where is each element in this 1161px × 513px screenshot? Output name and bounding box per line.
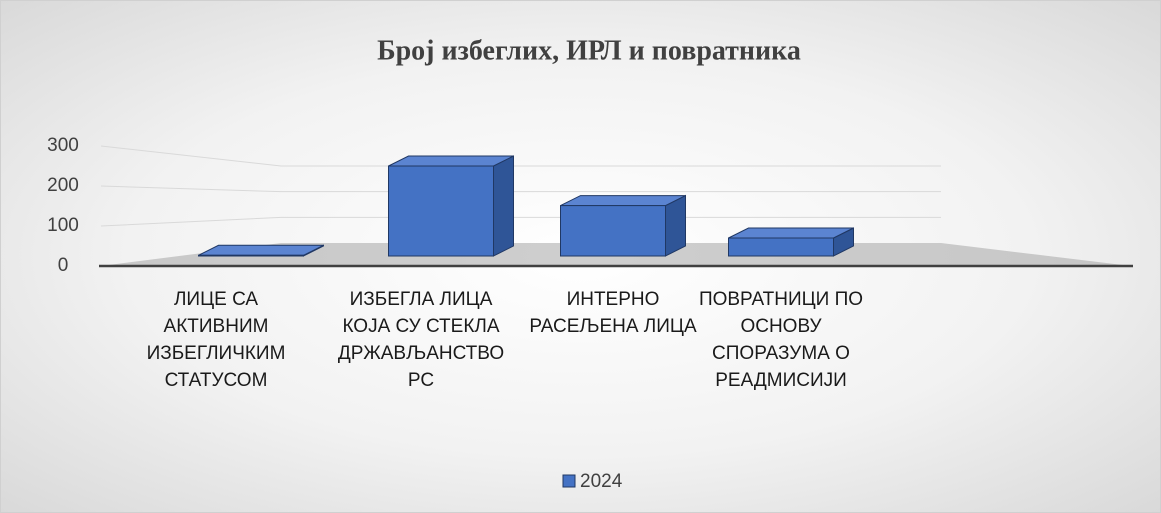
x-tick-label: ИНТЕРНО РАСЕЉЕНА ЛИЦА — [529, 289, 697, 337]
x-tick-label: ИЗБЕГЛА ЛИЦА КОЈА СУ СТЕКЛА ДРЖАВЉАНСТВО… — [337, 289, 505, 391]
grid-line — [100, 216, 941, 227]
legend-label: 2024 — [580, 471, 623, 492]
bar-top — [388, 155, 514, 167]
bar — [560, 205, 666, 257]
y-tick-label: 200 — [47, 175, 79, 196]
y-tick-label: 300 — [47, 135, 79, 156]
bar-top — [198, 244, 324, 256]
chart-title: Број избеглих, ИРЛ и повратника — [377, 35, 801, 66]
y-tick-label: 0 — [58, 255, 69, 276]
y-tick-label: 100 — [47, 215, 79, 236]
bar — [388, 165, 494, 257]
x-tick-label: ПОВРАТНИЦИ ПО ОСНОВУ СПОРАЗУМА О РЕАДМИС… — [698, 289, 864, 391]
grid-line — [100, 145, 941, 167]
legend-swatch — [562, 474, 576, 488]
bar — [198, 254, 304, 257]
bar — [728, 237, 834, 257]
bar-side — [665, 194, 686, 257]
grid-line — [100, 185, 941, 193]
bar-side — [493, 155, 514, 257]
bar-top — [560, 195, 686, 207]
bar-top — [728, 227, 854, 239]
x-tick-label: ЛИЦЕ СА АКТИВНИМ ИЗБЕГЛИЧКИМ СТАТУСОМ — [146, 289, 286, 391]
